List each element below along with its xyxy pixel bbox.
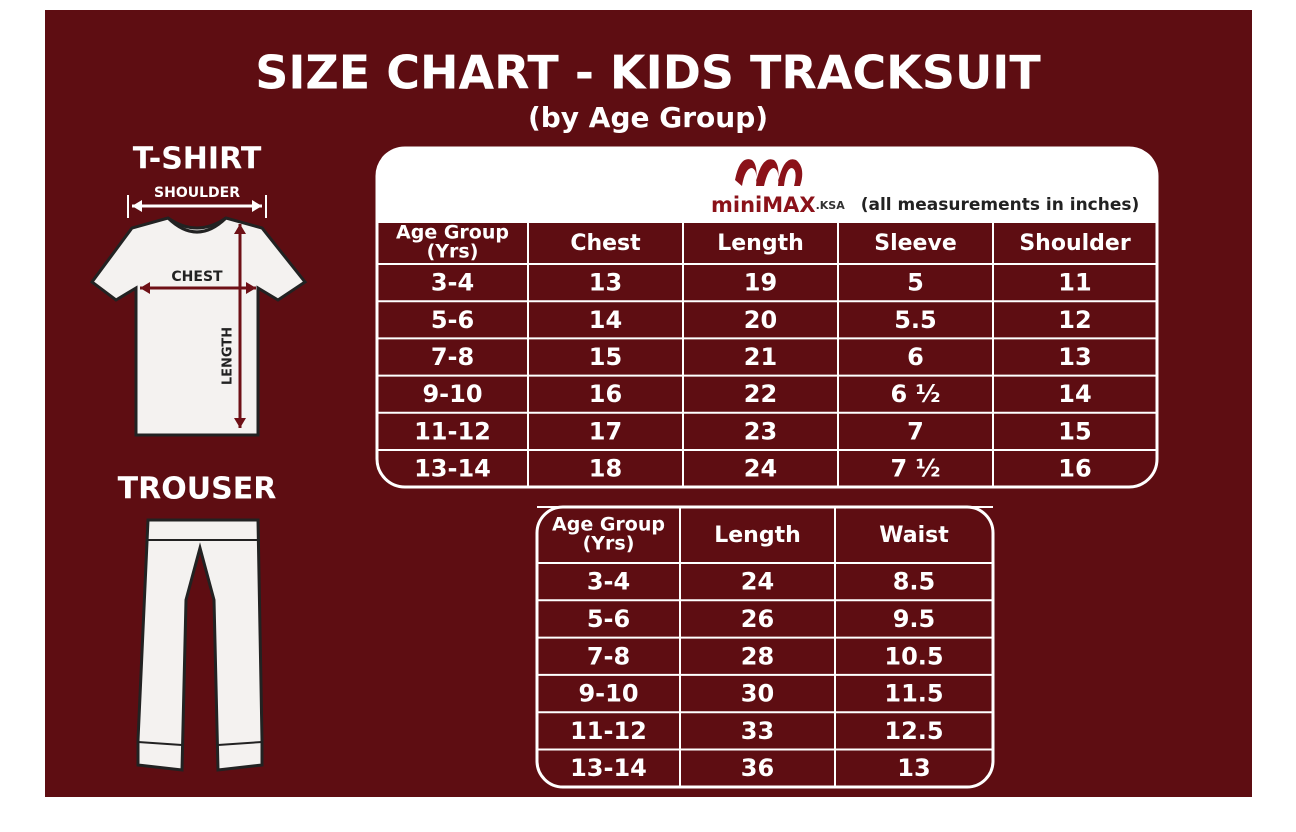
- logo-band: [377, 148, 1157, 222]
- table-cell: 13-14: [570, 754, 647, 782]
- table-cell: 5: [907, 269, 924, 297]
- trouser-drawing: [136, 518, 264, 772]
- table-cell: 5-6: [587, 605, 630, 633]
- column-header: (Yrs): [427, 241, 479, 263]
- table-cell: 28: [741, 642, 774, 670]
- column-header: Shoulder: [1019, 231, 1130, 256]
- shoulder-label: SHOULDER: [154, 185, 240, 201]
- table-cell: 13-14: [414, 455, 491, 483]
- table-cell: 7: [907, 417, 924, 445]
- column-header: Sleeve: [874, 231, 957, 256]
- table-cell: 12.5: [884, 717, 943, 745]
- logo-brand: miniMAX: [711, 193, 816, 217]
- table-cell: 8.5: [893, 568, 936, 596]
- table-cell: 3-4: [431, 269, 474, 297]
- chest-label: CHEST: [171, 269, 223, 285]
- table-cell: 24: [744, 455, 777, 483]
- table-cell: 13: [1058, 343, 1091, 371]
- column-header: Length: [714, 523, 801, 548]
- tshirt-drawing: [89, 195, 308, 437]
- table-cell: 12: [1058, 306, 1091, 334]
- trouser-label: TROUSER: [118, 472, 277, 507]
- table-cell: 16: [589, 380, 622, 408]
- table-cell: 23: [744, 417, 777, 445]
- table-cell: 6: [907, 343, 924, 371]
- table-cells: Age Group(Yrs) Chest Length Sleeve Shoulder3…: [377, 221, 1157, 787]
- table-cell: 30: [741, 680, 774, 708]
- measurement-note: (all measurements in inches): [861, 195, 1140, 215]
- column-header: Waist: [879, 523, 949, 548]
- subtitle: (by Age Group): [528, 101, 768, 134]
- table-cell: 22: [744, 380, 777, 408]
- table-cell: 9-10: [578, 680, 638, 708]
- table-cell: 26: [741, 605, 774, 633]
- table-cell: 16: [1058, 455, 1091, 483]
- table-cell: 18: [589, 455, 622, 483]
- table-cell: 9-10: [422, 380, 482, 408]
- length-label: LENGTH: [221, 327, 236, 385]
- column-header: Age Group: [552, 514, 665, 536]
- title: SIZE CHART - KIDS TRACKSUIT: [255, 46, 1041, 100]
- table-cell: 36: [741, 754, 774, 782]
- table-cell: 10.5: [884, 642, 943, 670]
- column-header: Age Group: [396, 222, 509, 244]
- table-cell: 17: [589, 417, 622, 445]
- table-cell: 13: [897, 754, 930, 782]
- table-cell: 5-6: [431, 306, 474, 334]
- table-cell: 13: [589, 269, 622, 297]
- table-cell: 3-4: [587, 568, 630, 596]
- table-cell: 15: [589, 343, 622, 371]
- table-cell: 6 ½: [891, 380, 941, 408]
- table-cell: 11.5: [884, 680, 943, 708]
- column-header: Chest: [570, 231, 641, 256]
- table-cell: 9.5: [893, 605, 936, 633]
- table-cell: 15: [1058, 417, 1091, 445]
- table-cell: 7-8: [587, 642, 630, 670]
- table-cell: 11-12: [414, 417, 491, 445]
- tshirt-label: T-SHIRT: [133, 142, 262, 177]
- table-cell: 7 ½: [891, 455, 941, 483]
- table-cell: 24: [741, 568, 774, 596]
- table-cell: 14: [1058, 380, 1091, 408]
- column-header: (Yrs): [583, 533, 635, 555]
- table-cell: 21: [744, 343, 777, 371]
- table-cell: 33: [741, 717, 774, 745]
- table-cell: 14: [589, 306, 622, 334]
- column-header: Length: [717, 231, 804, 256]
- logo-suffix: .KSA: [816, 199, 846, 212]
- logo-mark: [735, 159, 803, 186]
- table-cell: 5.5: [894, 306, 937, 334]
- table-cell: 7-8: [431, 343, 474, 371]
- table-cell: 11-12: [570, 717, 647, 745]
- table-cell: 20: [744, 306, 777, 334]
- table-cell: 11: [1058, 269, 1091, 297]
- logo-text: miniMAX.KSA: [711, 193, 845, 217]
- table-cell: 19: [744, 269, 777, 297]
